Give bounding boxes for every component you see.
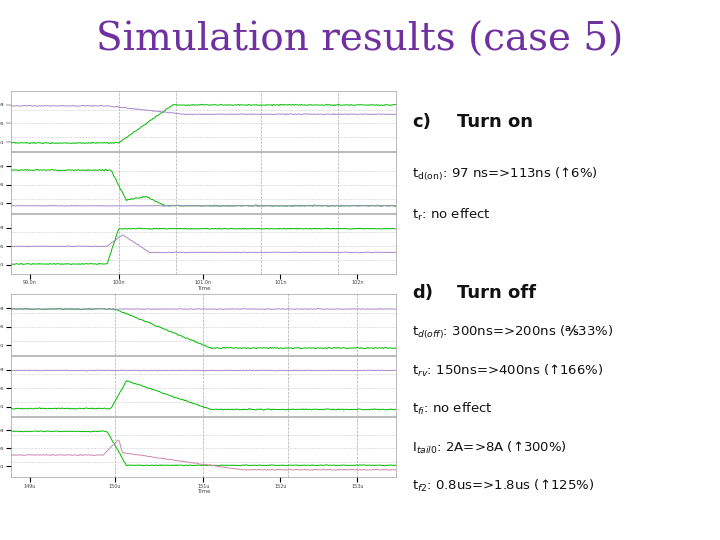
Text: t$_{\mathregular{d(on)}}$: 97 ns=>113ns (↑6%): t$_{\mathregular{d(on)}}$: 97 ns=>113ns …: [413, 166, 598, 184]
Text: t$_{{rv}}$: 150ns=>400ns (↑166%): t$_{{rv}}$: 150ns=>400ns (↑166%): [413, 362, 603, 379]
Text: d): d): [413, 284, 433, 301]
Text: t$_{{f2}}$: 0.8us=>1.8us (↑125%): t$_{{f2}}$: 0.8us=>1.8us (↑125%): [413, 478, 594, 494]
X-axis label: Time: Time: [197, 286, 210, 291]
Text: t$_{{d(off)}}$: 300ns=>200ns (℁33%): t$_{{d(off)}}$: 300ns=>200ns (℁33%): [413, 324, 613, 341]
Text: Turn off: Turn off: [456, 284, 536, 301]
Text: t$_{\mathregular{r}}$: no effect: t$_{\mathregular{r}}$: no effect: [413, 206, 491, 222]
Text: ESR Network: ESR Network: [222, 502, 311, 516]
Text: Turn on: Turn on: [456, 113, 533, 131]
Text: Durham: Durham: [547, 493, 603, 506]
Text: Simulation results (case 5): Simulation results (case 5): [96, 22, 624, 59]
Text: t$_{{fi}}$: no effect: t$_{{fi}}$: no effect: [413, 401, 493, 417]
Text: c): c): [413, 113, 431, 131]
Text: ⛨: ⛨: [482, 494, 497, 518]
Text: I$_{{tail0}}$: 2A=>8A (↑300%): I$_{{tail0}}$: 2A=>8A (↑300%): [413, 440, 567, 456]
Text: University: University: [547, 516, 603, 526]
X-axis label: Time: Time: [197, 489, 210, 494]
